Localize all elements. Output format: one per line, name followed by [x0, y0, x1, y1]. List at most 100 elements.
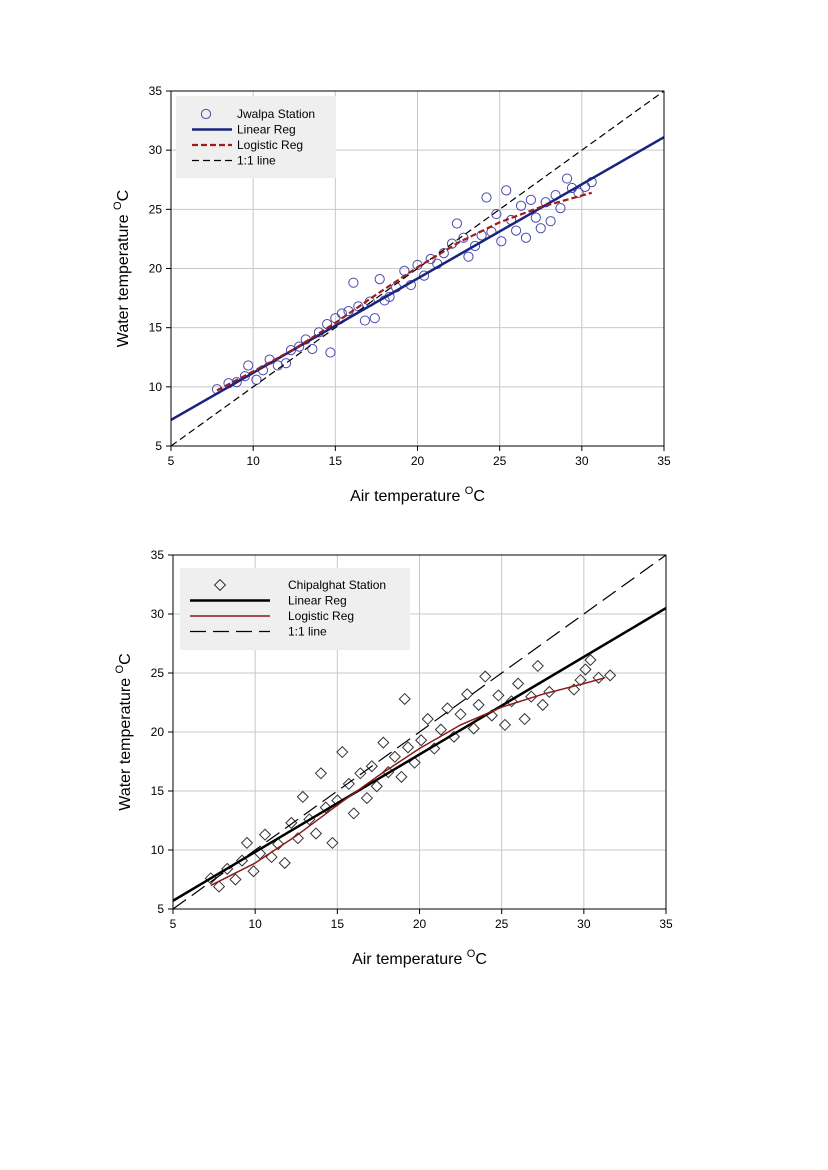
- y-tick-label: 5: [155, 439, 162, 453]
- data-point: [314, 767, 328, 780]
- data-point: [231, 377, 242, 388]
- data-point: [307, 343, 318, 355]
- data-point: [518, 712, 531, 726]
- data-point: [240, 836, 254, 850]
- data-point: [463, 251, 474, 262]
- data-point: [399, 265, 410, 276]
- x-tick-label: 10: [246, 454, 260, 468]
- data-point: [401, 741, 415, 754]
- y-tick-label: 20: [149, 262, 163, 276]
- plot-area: [173, 555, 666, 909]
- data-point: [434, 723, 447, 736]
- data-point: [498, 718, 512, 732]
- data-point: [531, 659, 544, 673]
- y-axis-label: Water temperature OC: [112, 190, 132, 347]
- data-point: [543, 685, 556, 698]
- data-point: [479, 670, 492, 683]
- data-point: [604, 669, 617, 682]
- data-point: [584, 653, 597, 667]
- legend-label: 1:1 line: [288, 625, 327, 639]
- x-tick-label: 25: [495, 917, 509, 931]
- y-tick-label: 30: [151, 607, 165, 621]
- x-tick-label: 5: [168, 454, 175, 468]
- data-point: [354, 767, 367, 780]
- data-point: [325, 347, 336, 358]
- data-point: [525, 690, 538, 703]
- data-point: [461, 688, 474, 701]
- identity-line: [173, 555, 666, 909]
- x-tick-label: 20: [413, 917, 427, 931]
- chart-2: 5 10 15 20 25 30 35 5 10 15 20 25 30 35 Air temperatur…: [114, 548, 673, 968]
- data-point: [294, 341, 305, 352]
- data-point: [265, 850, 278, 864]
- x-tick-label: 30: [575, 454, 589, 468]
- y-tick-label: 10: [151, 843, 165, 857]
- y-tick-label: 15: [149, 321, 163, 335]
- y-tick-label: 15: [151, 784, 165, 798]
- x-tick-label: 35: [659, 917, 673, 931]
- y-tick-label: 35: [149, 84, 163, 98]
- x-tick-label: 5: [170, 917, 177, 931]
- data-point: [415, 734, 428, 747]
- data-point: [525, 194, 536, 205]
- data-point: [374, 274, 385, 285]
- data-point: [472, 698, 485, 711]
- data-point: [536, 698, 549, 711]
- data-point: [491, 208, 502, 220]
- y-tick-label: 35: [151, 548, 165, 562]
- data-point: [359, 315, 371, 326]
- data-point: [418, 270, 430, 281]
- data-point: [395, 770, 408, 783]
- data-point: [243, 360, 254, 371]
- legend-label: Linear Reg: [288, 594, 347, 608]
- data-point: [369, 313, 380, 324]
- data-point: [398, 692, 411, 706]
- x-axis-label-superscript: O: [465, 485, 474, 497]
- data-point: [296, 790, 309, 804]
- data-point: [530, 212, 541, 223]
- data-point: [360, 791, 374, 805]
- data-point: [377, 736, 390, 749]
- data-point: [353, 301, 364, 312]
- data-point: [348, 277, 359, 288]
- y-axis-label-unit: C: [115, 190, 132, 202]
- y-tick-label: 20: [151, 725, 165, 739]
- x-axis-label-unit: C: [475, 951, 487, 968]
- y-tick-label: 25: [149, 202, 163, 216]
- data-point: [247, 865, 260, 878]
- data-point: [258, 828, 272, 841]
- x-tick-label: 20: [411, 454, 425, 468]
- x-axis-label: Air temperature OC: [352, 948, 487, 968]
- data-point: [574, 673, 587, 687]
- data-point: [505, 695, 518, 708]
- logistic-regression-curve: [210, 676, 606, 887]
- data-point: [561, 173, 573, 184]
- chart-1: 5 10 15 20 25 30 35 5 10 15 20 25 30 35 Air temperatur…: [112, 84, 671, 505]
- data-point: [425, 253, 436, 265]
- data-point: [501, 185, 512, 196]
- x-tick-label: 15: [329, 454, 343, 468]
- data-point: [342, 777, 355, 791]
- y-tick-label: 5: [157, 902, 164, 916]
- data-point: [280, 358, 292, 369]
- legend-label: Logistic Reg: [288, 609, 354, 623]
- x-tick-label: 10: [248, 917, 262, 931]
- y-tick-label: 25: [151, 666, 165, 680]
- data-point: [481, 192, 492, 203]
- x-axis-label-superscript: O: [467, 948, 476, 960]
- y-axis-label-superscript: O: [112, 201, 124, 210]
- data-point: [555, 203, 566, 214]
- data-point: [469, 240, 481, 252]
- legend-label: Jwalpa Station: [237, 107, 315, 121]
- y-tick-label: 10: [149, 380, 163, 394]
- data-point: [515, 200, 527, 211]
- y-axis-label: Water temperature OC: [114, 653, 134, 810]
- x-axis-label: Air temperature OC: [350, 485, 485, 505]
- data-point: [510, 225, 522, 236]
- x-tick-label: 25: [493, 454, 507, 468]
- data-point: [309, 827, 323, 840]
- legend-box: [176, 96, 336, 178]
- legend-marker: [200, 108, 212, 120]
